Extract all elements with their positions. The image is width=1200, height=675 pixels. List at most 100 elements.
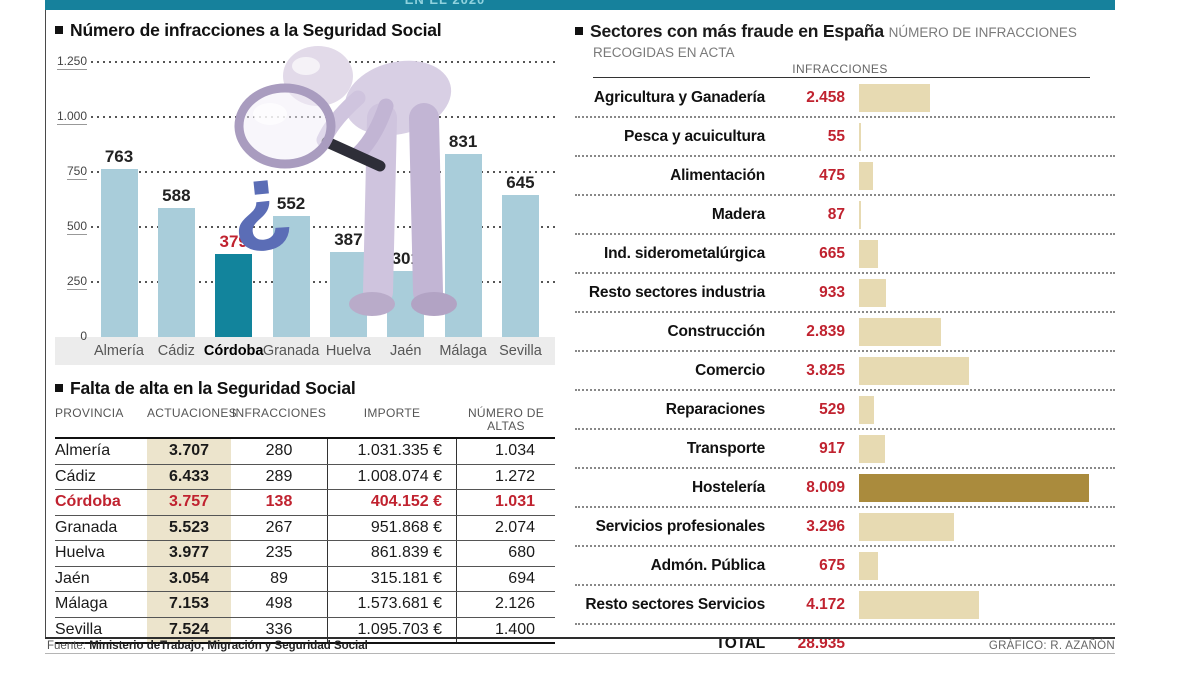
sector-label: Agricultura y Ganadería bbox=[593, 88, 765, 106]
cell-actuaciones: 3.054 bbox=[147, 566, 231, 591]
cell-importe: 1.008.074 € bbox=[327, 464, 457, 489]
x-category-label: Almería bbox=[94, 343, 144, 359]
bar-granada bbox=[272, 215, 310, 337]
cell-importe: 951.868 € bbox=[327, 515, 457, 540]
table-header: PROVINCIA ACTUACIONES INFRACCIONES IMPOR… bbox=[55, 407, 555, 439]
table-row: Cádiz 6.433 289 1.008.074 € 1.272 bbox=[55, 464, 555, 490]
sector-bar bbox=[859, 356, 969, 385]
footer-rule bbox=[45, 637, 1115, 639]
cell-altas: 680 bbox=[508, 544, 535, 561]
x-category-label: Jaén bbox=[390, 343, 422, 359]
sector-value: 4.172 bbox=[806, 595, 845, 613]
bar-almería bbox=[100, 169, 138, 337]
left-chart-title: Número de infracciones a la Seguridad So… bbox=[55, 20, 442, 41]
table-body: Almería 3.707 280 1.031.335 € 1.034 Cádiz 6.43… bbox=[55, 439, 555, 644]
cell-importe: 1.031.335 € bbox=[327, 439, 457, 464]
table-row: Almería 3.707 280 1.031.335 € 1.034 bbox=[55, 439, 555, 465]
square-bullet-icon bbox=[575, 27, 583, 35]
cell-actuaciones: 5.523 bbox=[147, 515, 231, 540]
cell-altas: 1.034 bbox=[494, 442, 535, 459]
sector-label: Alimentación bbox=[670, 166, 765, 184]
sector-row: Construcción 2.839 bbox=[575, 313, 1115, 352]
cell-actuaciones: 7.153 bbox=[147, 592, 231, 617]
table-row: Córdoba 3.757 138 404.152 € 1.031 bbox=[55, 490, 555, 516]
sector-rows: Agricultura y Ganadería 2.458 Pesca y acui… bbox=[575, 79, 1115, 662]
sector-value: 2.458 bbox=[806, 88, 845, 106]
cell-infracciones: 289 bbox=[265, 467, 293, 485]
sector-bar bbox=[859, 395, 875, 424]
bar-cádiz bbox=[157, 207, 195, 337]
bar-value-label: 588 bbox=[162, 185, 191, 205]
sector-label: Construcción bbox=[667, 322, 766, 340]
gridline-1000 bbox=[91, 116, 555, 118]
x-category-label: Málaga bbox=[439, 343, 487, 359]
bar-value-label: 552 bbox=[276, 193, 306, 213]
infractions-bar-chart: 0 250 500 750 1.000 1.250 763 Almería 588 Cádiz 37… bbox=[55, 45, 555, 370]
table-row: Granada 5.523 267 951.868 € 2.074 bbox=[55, 515, 555, 541]
y-tick-label: 500 bbox=[66, 219, 87, 235]
bar-huelva bbox=[329, 251, 367, 337]
sector-bar bbox=[859, 551, 879, 580]
sector-label: Comercio bbox=[695, 361, 765, 379]
table-title: Falta de alta en la Seguridad Social bbox=[55, 378, 555, 399]
table-section: Falta de alta en la Seguridad Social PRO… bbox=[55, 378, 555, 644]
sector-row: Comercio 3.825 bbox=[575, 352, 1115, 391]
bar-value-label: 301 bbox=[391, 248, 420, 268]
cell-infracciones: 138 bbox=[265, 493, 293, 510]
x-category-label: Cádiz bbox=[157, 343, 195, 359]
cell-infracciones: 235 bbox=[265, 544, 293, 561]
square-bullet-icon bbox=[55, 26, 63, 34]
bar-value-label: 831 bbox=[448, 132, 478, 152]
sector-value: 55 bbox=[827, 127, 845, 145]
sector-label: Ind. siderometalúrgica bbox=[604, 244, 765, 262]
sector-row: Resto sectores industria 933 bbox=[575, 274, 1115, 313]
frame-border-left bbox=[45, 0, 46, 638]
cell-importe: 315.181 € bbox=[327, 566, 457, 591]
sector-label: Hostelería bbox=[692, 478, 765, 496]
y-tick-label: 250 bbox=[66, 274, 87, 290]
sector-label: Pesca y acuicultura bbox=[624, 127, 765, 145]
top-banner: EN EL 2020 bbox=[45, 0, 1115, 10]
bar-value-label: 387 bbox=[334, 229, 363, 249]
x-category-label: Granada bbox=[262, 343, 320, 359]
cell-altas: 2.126 bbox=[494, 595, 535, 612]
credit-line: GRÁFICO: R. AZAÑÓN bbox=[988, 640, 1115, 652]
cell-importe: 861.839 € bbox=[327, 541, 457, 566]
cell-infracciones: 498 bbox=[265, 595, 293, 612]
sector-bar bbox=[859, 590, 979, 619]
sector-value: 3.296 bbox=[806, 517, 845, 535]
bar-value-label: 763 bbox=[104, 147, 134, 167]
sector-bar bbox=[859, 278, 886, 307]
sector-label: Reparaciones bbox=[665, 400, 765, 418]
sector-bar bbox=[859, 317, 941, 346]
col-header-infracciones: INFRACCIONES bbox=[231, 406, 327, 420]
sector-row: Admón. Pública 675 bbox=[575, 547, 1115, 586]
x-category-label: Sevilla bbox=[499, 343, 542, 359]
col-header-actuaciones: ACTUACIONES bbox=[147, 406, 237, 420]
bar-value-label: 379 bbox=[219, 231, 248, 251]
table-row: Málaga 7.153 498 1.573.681 € 2.126 bbox=[55, 592, 555, 618]
sector-label: Resto sectores Servicios bbox=[585, 595, 765, 613]
source-name: Ministerio deTrabajo, Migración y Seguri… bbox=[89, 640, 368, 652]
sector-bar bbox=[859, 161, 873, 190]
cell-altas: 694 bbox=[508, 569, 535, 587]
x-category-label: Huelva bbox=[325, 343, 371, 359]
cell-infracciones: 280 bbox=[265, 442, 293, 459]
sector-bar bbox=[859, 200, 862, 229]
sector-row: Alimentación 475 bbox=[575, 157, 1115, 196]
cell-provincia: Granada bbox=[55, 518, 118, 536]
source-line: Fuente: Ministerio deTrabajo, Migración … bbox=[47, 640, 368, 652]
y-tick-label: 0 bbox=[80, 329, 87, 343]
sector-value: 917 bbox=[819, 439, 845, 457]
bar-jaén bbox=[387, 270, 425, 337]
sectors-panel: Sectores con más fraude en España NÚMERO… bbox=[575, 20, 1115, 652]
sector-row: Transporte 917 bbox=[575, 430, 1115, 469]
bar-córdoba bbox=[215, 253, 253, 337]
sector-label: Admón. Pública bbox=[650, 556, 766, 574]
sector-row: Pesca y acuicultura 55 bbox=[575, 118, 1115, 157]
cell-infracciones: 336 bbox=[265, 620, 293, 638]
gridline-750 bbox=[91, 171, 555, 173]
infracciones-column-header: INFRACCIONES bbox=[792, 62, 888, 76]
sector-value: 87 bbox=[827, 205, 845, 223]
table-row: Huelva 3.977 235 861.839 € 680 bbox=[55, 541, 555, 567]
